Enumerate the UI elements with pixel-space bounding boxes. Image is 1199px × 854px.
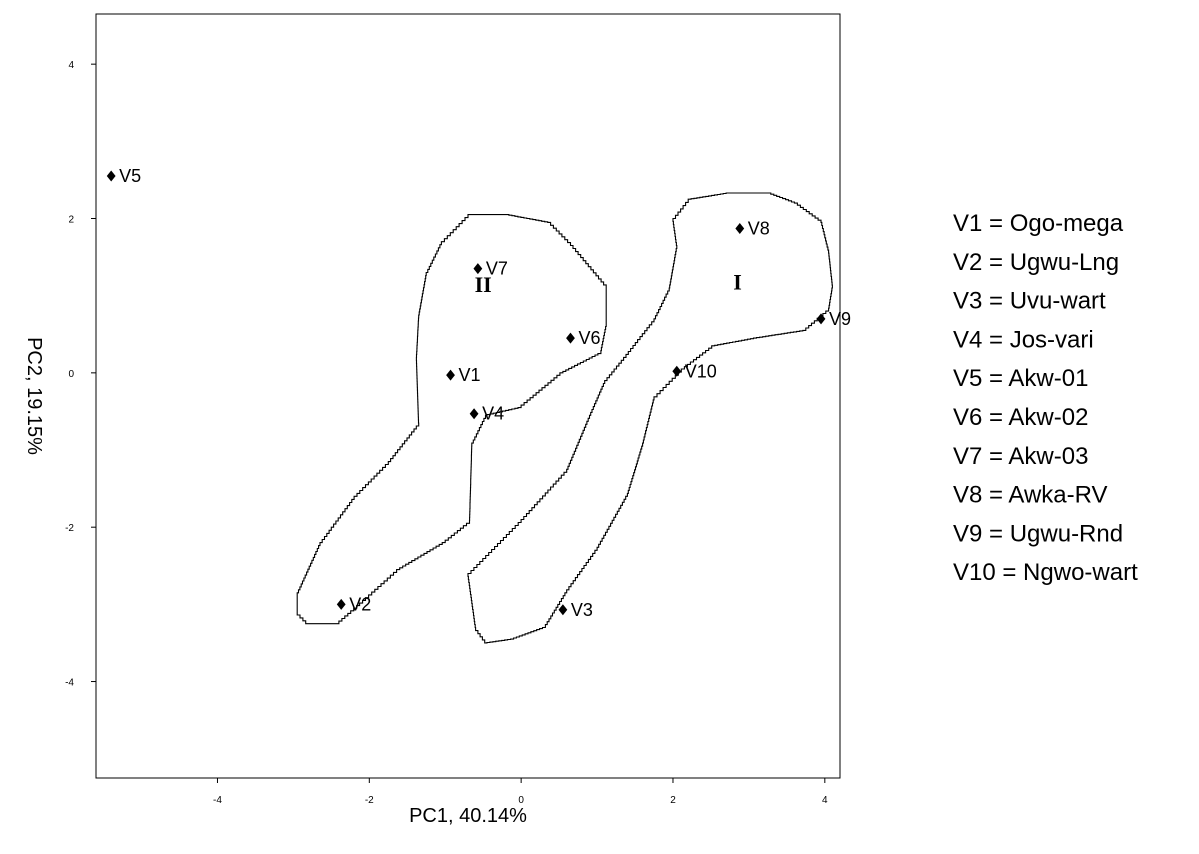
y-axis-ticks: -4 -2 0 2 4 [65,60,96,689]
legend-entry: V9 = Ugwu-Rnd [953,520,1123,547]
point-label-v9: V9 [829,309,851,329]
point-label-v8: V8 [748,219,770,239]
x-axis-ticks: -4 -2 0 2 4 [213,778,828,806]
legend-entry: V6 = Akw-02 [953,404,1088,431]
point-v8 [735,223,745,235]
point-v6 [566,332,575,344]
point-label-v4: V4 [482,404,504,424]
point-v2 [336,598,346,610]
group-label-2: I [733,270,742,295]
legend-entry: V8 = Awka-RV [953,482,1108,509]
point-label-v10: V10 [685,361,717,381]
point-label-v5: V5 [119,166,141,186]
x-tick-label: 0 [518,795,524,806]
legend-entry: V7 = Akw-03 [953,443,1088,470]
point-label-v1: V1 [459,365,481,385]
point-v1 [446,369,455,381]
point-labels: V1 V2 V3 V4 V5 V6 V7 V8 V9 V10 [119,166,851,620]
group-labels: II I [475,270,742,297]
legend-entry: V1 = Ogo-mega [953,210,1124,237]
point-v10 [672,365,682,377]
legend-entry: V3 = Uvu-wart [953,288,1106,315]
point-label-v2: V2 [349,594,371,614]
point-label-v3: V3 [571,600,593,620]
y-tick-label: 2 [68,215,74,226]
point-v4 [469,408,479,420]
x-tick-label: -4 [213,795,222,806]
point-v9 [816,313,826,325]
legend-entry: V2 = Ugwu-Lng [953,249,1119,276]
y-tick-label: -4 [65,678,74,689]
group-outline-2 [467,192,833,644]
legend-entry: V10 = Ngwo-wart [953,559,1138,586]
x-tick-label: 4 [822,795,828,806]
plot-frame [95,13,841,779]
group-outlines [296,192,833,644]
x-tick-label: 2 [670,795,676,806]
point-v7 [473,263,483,275]
y-tick-label: 0 [68,369,74,380]
point-v3 [558,604,568,616]
y-tick-label: 4 [68,60,74,71]
x-axis-title: PC1, 40.14% [409,805,527,827]
point-v5 [106,170,116,182]
y-tick-label: -2 [65,523,74,534]
data-points [106,170,826,616]
point-label-v6: V6 [578,328,600,348]
x-tick-label: -2 [365,795,374,806]
legend-entry: V4 = Jos-vari [953,326,1094,353]
legend-entry: V5 = Akw-01 [953,365,1088,392]
y-axis-title: PC2, 19.15% [23,337,45,455]
point-label-v7: V7 [486,259,508,279]
group-outline-1 [296,214,607,625]
legend: V1 = Ogo-mega V2 = Ugwu-Lng V3 = Uvu-wart V… [953,210,1138,586]
group-label-1: II [475,272,492,297]
